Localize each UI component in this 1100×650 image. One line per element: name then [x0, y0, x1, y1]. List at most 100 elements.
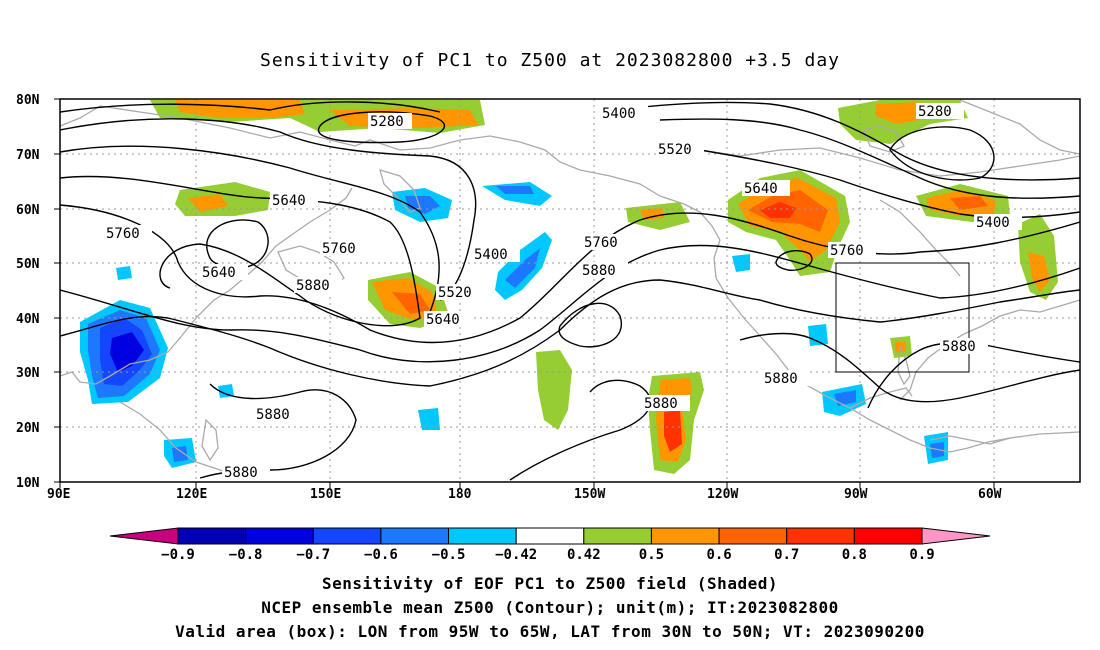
- contour-label-bg: [472, 246, 520, 262]
- footer-line-3: Valid area (box): LON from 95W to 65W, L…: [175, 622, 925, 641]
- colorbar-box: [718, 527, 788, 545]
- contour-label: 5520: [438, 285, 472, 301]
- colorbar-level-label: 0.5: [639, 547, 664, 563]
- colorbar-arrow-low: [109, 527, 179, 545]
- contour-label-bg: [320, 240, 368, 256]
- lat-label: 60N: [16, 203, 40, 218]
- lon-labels: 90E 120E 150E 180 150W 120W 90W 60W: [47, 487, 1002, 502]
- contour-line: [206, 219, 269, 269]
- grid: [60, 99, 1080, 482]
- contour-label: 5880: [942, 339, 976, 355]
- contour-label-bg: [424, 311, 472, 327]
- shade-region: [950, 196, 988, 210]
- colorbar-level-label: 0.9: [909, 547, 934, 563]
- lon-label: 120W: [707, 487, 738, 502]
- colorbar-level-label: −0.42: [495, 547, 537, 563]
- contour-line: [60, 175, 421, 327]
- shade-region: [732, 254, 750, 272]
- colorbar-level-label: −0.7: [296, 547, 330, 563]
- coastline-asia: [60, 105, 561, 163]
- axis-ticks: [54, 98, 995, 488]
- contour-label: 5880: [764, 371, 798, 387]
- colorbar-level-label: −0.9: [161, 547, 195, 563]
- colorbar-level-label: 0.7: [774, 547, 799, 563]
- lon-label: 180: [448, 487, 472, 502]
- coastline-na-north: [699, 147, 1080, 177]
- contour-label: 5280: [918, 104, 952, 120]
- shade-region: [834, 390, 856, 406]
- shade-region: [110, 332, 144, 372]
- contour-line: [317, 111, 446, 144]
- contour-label-bg: [270, 192, 318, 208]
- contour-label: 5880: [644, 396, 678, 412]
- colorbar-box: [177, 527, 247, 545]
- colorbar-box: [650, 527, 720, 545]
- contour-label: 5640: [202, 265, 236, 281]
- shade-region: [218, 384, 234, 398]
- lat-label: 70N: [16, 148, 40, 163]
- lon-label: 150W: [574, 487, 605, 502]
- shade-region: [808, 324, 828, 346]
- colorbar-arrow-high: [921, 527, 991, 545]
- contour-label: 5400: [602, 106, 636, 122]
- contour-line: [659, 118, 1080, 199]
- shade-region: [405, 196, 440, 214]
- lat-labels: 80N 70N 60N 50N 40N 30N 20N 10N: [16, 93, 40, 491]
- shaded-regions: [80, 100, 1058, 474]
- colorbar-level-label: 0.8: [842, 547, 867, 563]
- shade-region: [418, 408, 440, 430]
- colorbar-level-label: −0.6: [364, 547, 398, 563]
- contour-label-bg: [642, 395, 690, 411]
- contour-line: [889, 126, 995, 181]
- lat-label: 80N: [16, 93, 40, 108]
- colorbar: −0.9 −0.8 −0.7 −0.6 −0.5 −0.42 0.42 0.5 0.6 0.7 0.…: [109, 527, 991, 563]
- coastline-na-east: [899, 299, 1080, 401]
- shade-region: [536, 350, 572, 430]
- lon-label: 150E: [310, 487, 341, 502]
- shade-region: [640, 208, 664, 220]
- shade-region: [1028, 252, 1050, 292]
- colorbar-box: [515, 527, 585, 545]
- contour-label-bg: [742, 180, 790, 196]
- coastline-gulf: [849, 387, 913, 409]
- contour-label-bg: [104, 225, 152, 241]
- coastline-se-asia: [119, 401, 241, 479]
- coastline-kamchatka: [379, 169, 421, 213]
- contour-label: 5760: [322, 241, 356, 257]
- contour-label: 5760: [584, 235, 618, 251]
- contour-line: [199, 383, 357, 479]
- shade-region: [392, 292, 430, 314]
- contour-label-bg: [656, 141, 704, 157]
- coastline-philippines: [201, 418, 219, 462]
- coastline-hudson: [879, 199, 961, 277]
- colorbar-box: [312, 527, 382, 545]
- lat-label: 40N: [16, 312, 40, 327]
- shade-region: [496, 186, 534, 194]
- contour-line: [775, 250, 813, 271]
- coastline-korea-japan: [277, 245, 345, 289]
- shade-region: [116, 266, 132, 280]
- contour-line: [558, 302, 623, 348]
- footer-line-2: NCEP ensemble mean Z500 (Contour); unit(…: [261, 598, 839, 617]
- colorbar-box: [245, 527, 314, 545]
- colorbar-level-label: −0.5: [432, 547, 466, 563]
- contour-label-bg: [600, 105, 648, 121]
- lon-label: 60W: [978, 487, 1002, 502]
- contour-label: 5280: [370, 114, 404, 130]
- contour-labels: 5280 5400 5520 5280 5640 5760 5640 5760 …: [104, 103, 1022, 481]
- contour-label: 5880: [582, 263, 616, 279]
- contour-label: 5760: [106, 226, 140, 242]
- contour-label: 5880: [256, 407, 290, 423]
- contour-label-bg: [580, 262, 628, 278]
- lat-label: 30N: [16, 366, 40, 381]
- colorbar-box: [380, 527, 450, 545]
- contour-label: 5760: [830, 243, 864, 259]
- valid-area-box: [835, 262, 970, 373]
- contour-label: 5640: [426, 312, 460, 328]
- contour-line: [509, 379, 652, 481]
- contour-line: [60, 118, 477, 301]
- contour-label: 5400: [474, 247, 508, 263]
- colorbar-level-label: 0.6: [706, 547, 731, 563]
- contour-label-bg: [762, 370, 810, 386]
